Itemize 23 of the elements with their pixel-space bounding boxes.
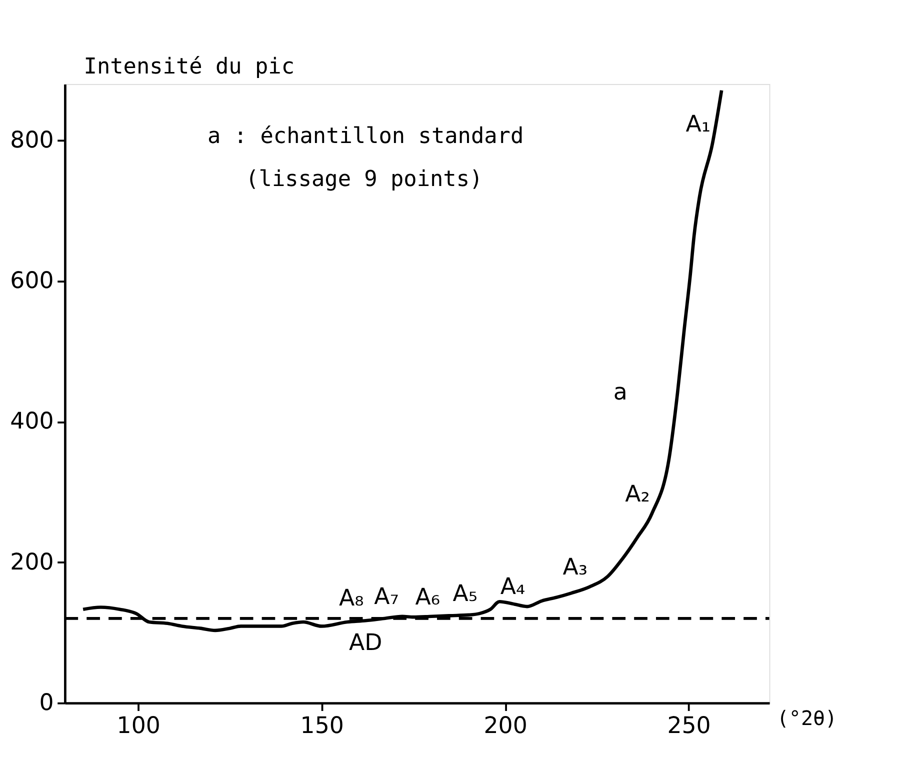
y-axis-title: Intensité du pic: [84, 54, 294, 80]
annotation: A₃: [562, 554, 588, 580]
annotation: A₇: [374, 584, 399, 610]
annotation: A₁: [686, 111, 710, 138]
annotation: a : échantillon standard: [208, 124, 524, 150]
x-tick-label: 250: [667, 712, 711, 739]
y-tick-label: 600: [10, 268, 54, 294]
x-tick-label: 100: [116, 712, 160, 739]
x-axis-title: (°2θ): [776, 706, 838, 730]
text: a: [613, 379, 628, 406]
annotation: A₈: [338, 585, 364, 612]
y-tick-label: 0: [39, 690, 54, 716]
y-tick-label: 800: [10, 127, 54, 154]
annotation: A₅: [452, 581, 478, 608]
annotation: (lissage 9 points): [246, 166, 483, 192]
annotation: AD: [349, 630, 382, 656]
x-tick-label: 200: [484, 712, 528, 739]
y-tick-label: 200: [10, 549, 54, 576]
annotation: A₆: [415, 584, 440, 611]
x-tick-label: 150: [300, 712, 344, 739]
annotation: A₄: [500, 574, 526, 600]
y-tick-label: 400: [10, 408, 54, 435]
annotation: A₂: [625, 481, 650, 508]
